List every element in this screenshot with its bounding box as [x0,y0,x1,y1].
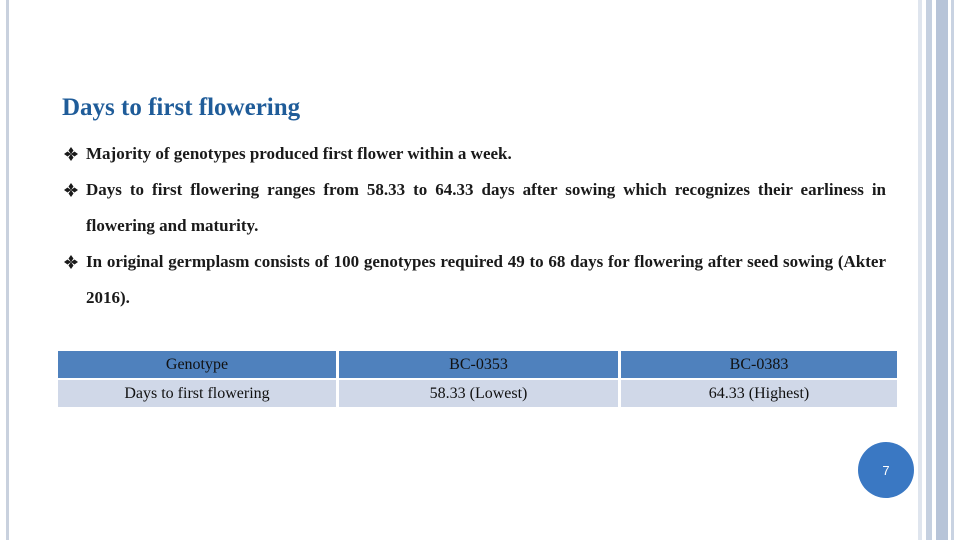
left-border [6,0,9,540]
bullet: Days to first flowering ranges from 58.3… [64,172,886,244]
bullet: In original germplasm consists of 100 ge… [64,244,886,316]
table-cell: 64.33 (Highest) [621,380,897,407]
bullet-text: Majority of genotypes produced first flo… [86,144,512,163]
right-stripe [936,0,948,540]
bullet-icon [64,147,78,161]
bullet-icon [64,183,78,197]
table-row: Days to first flowering 58.33 (Lowest) 6… [58,380,897,407]
header-cell: Genotype [58,351,336,378]
bullet-text: Days to first flowering ranges from 58.3… [86,180,886,235]
right-stripe [926,0,932,540]
table-cell: 58.33 (Lowest) [339,380,618,407]
right-stripe [951,0,954,540]
bullet-text: In original germplasm consists of 100 ge… [86,252,886,307]
bullet: Majority of genotypes produced first flo… [64,136,886,172]
table-header: Genotype BC-0353 BC-0383 [58,351,897,378]
bullet-icon [64,255,78,269]
slide-title: Days to first flowering [62,94,301,121]
header-cell: BC-0353 [339,351,618,378]
page-number: 7 [858,442,914,498]
right-stripe [918,0,922,540]
data-table: Genotype BC-0353 BC-0383 Days to first f… [55,349,900,409]
header-cell: BC-0383 [621,351,897,378]
bullet-list: Majority of genotypes produced first flo… [64,136,886,316]
table-cell: Days to first flowering [58,380,336,407]
